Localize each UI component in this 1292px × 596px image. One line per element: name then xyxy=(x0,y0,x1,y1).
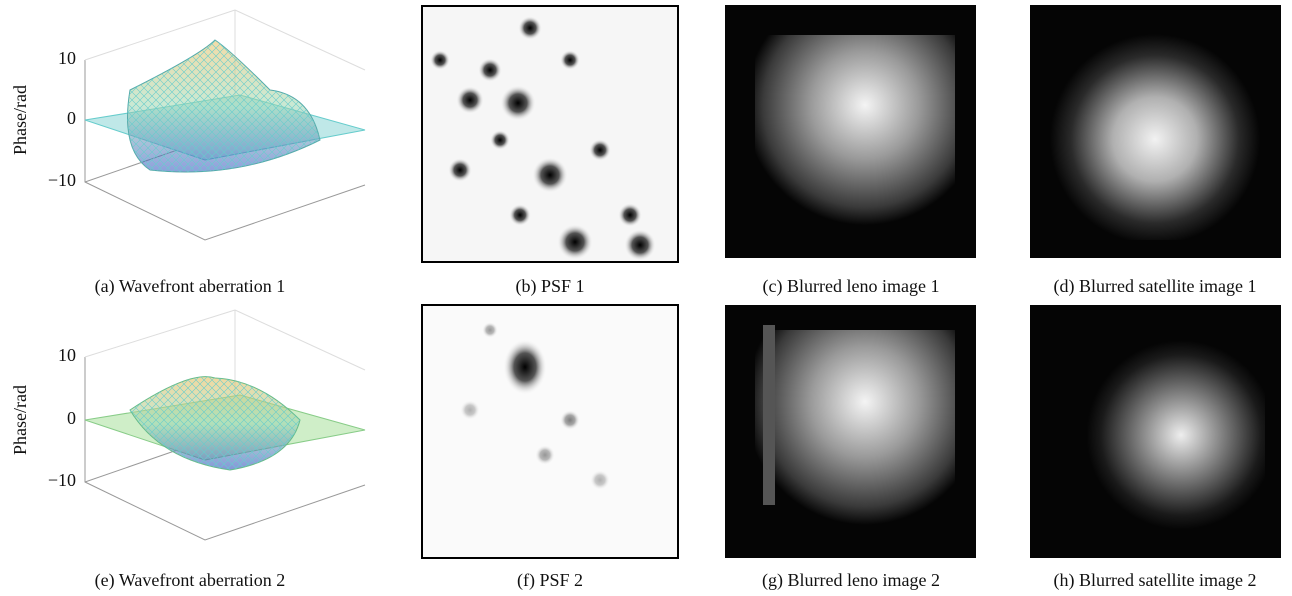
caption: (h) Blurred satellite image 2 xyxy=(1020,570,1290,591)
image-frame xyxy=(422,305,678,558)
blurred-content xyxy=(763,325,775,505)
z-axis-label: Phase/rad xyxy=(10,85,30,155)
blurred-content xyxy=(1050,30,1260,240)
caption: (a) Wavefront aberration 1 xyxy=(10,276,370,297)
z-tick-label: −10 xyxy=(48,170,76,190)
z-tick-label: 10 xyxy=(58,345,76,365)
caption: (e) Wavefront aberration 2 xyxy=(10,570,370,591)
blurred-content xyxy=(755,330,955,535)
blurred-content xyxy=(755,35,955,235)
z-axis-label: Phase/rad xyxy=(10,385,30,455)
z-tick-label: 0 xyxy=(67,408,76,428)
psf-image xyxy=(422,6,678,262)
z-tick-label: 10 xyxy=(58,48,76,68)
blurred-content xyxy=(1055,330,1265,540)
caption: (c) Blurred leno image 1 xyxy=(720,276,982,297)
psf-image xyxy=(422,305,678,558)
image-frame xyxy=(422,6,678,262)
figure: 10 0 −10 Phase/rad 10 0 −10 Phase/rad xyxy=(0,0,1292,596)
page: 10 0 −10 Phase/rad 10 0 −10 Phase/rad (a… xyxy=(0,0,1292,596)
caption: (d) Blurred satellite image 1 xyxy=(1020,276,1290,297)
caption: (b) PSF 1 xyxy=(420,276,680,297)
wavefront-plot: 10 0 −10 Phase/rad xyxy=(10,0,365,240)
z-tick-label: 0 xyxy=(67,108,76,128)
wavefront-plot: 10 0 −10 Phase/rad xyxy=(10,310,365,540)
caption: (g) Blurred leno image 2 xyxy=(720,570,982,591)
z-tick-label: −10 xyxy=(48,470,76,490)
mesh-lines xyxy=(130,377,300,470)
mesh-lines xyxy=(128,40,321,172)
caption: (f) PSF 2 xyxy=(420,570,680,591)
